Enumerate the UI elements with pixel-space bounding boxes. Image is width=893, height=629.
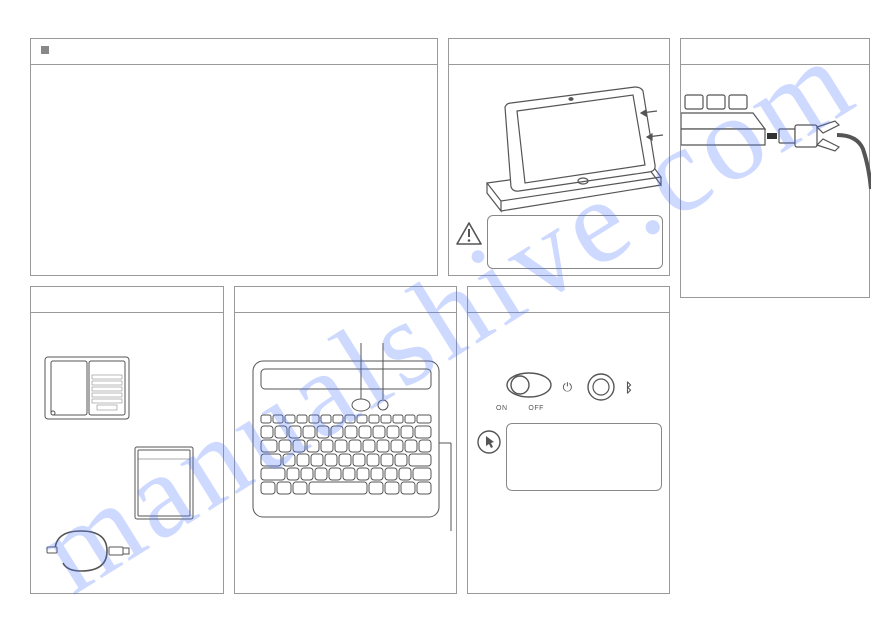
panel-box-contents	[30, 286, 224, 594]
on-label: ON	[496, 405, 508, 412]
bluetooth-button-illustration	[585, 371, 617, 403]
power-switch-illustration	[504, 371, 554, 403]
panel-insert-header	[449, 39, 669, 65]
no-click-icon	[476, 429, 502, 455]
panel-controls: ⏻ ᛒ ON OFF	[467, 286, 670, 594]
controls-note-box	[506, 423, 662, 491]
caution-note-box	[487, 215, 663, 269]
panel-keyboard-overview	[234, 286, 457, 594]
panel-charging-header	[681, 39, 869, 65]
bluetooth-icon: ᛒ	[625, 380, 633, 395]
panel-intro-header	[31, 39, 437, 65]
tablet-insert-illustration	[449, 65, 671, 235]
panel-charging	[680, 38, 870, 298]
contents-illustration	[31, 313, 225, 593]
usb-charging-illustration	[681, 89, 871, 249]
power-icon: ⏻	[563, 380, 573, 394]
panel-overview-header	[235, 287, 456, 313]
panel-intro	[30, 38, 438, 276]
warning-icon	[455, 221, 483, 247]
bullet-icon	[41, 46, 49, 54]
panel-insert-tablet	[448, 38, 670, 276]
off-label: OFF	[528, 405, 544, 412]
keyboard-overview-illustration	[235, 313, 458, 593]
panel-contents-header	[31, 287, 223, 313]
panel-controls-header	[468, 287, 669, 313]
